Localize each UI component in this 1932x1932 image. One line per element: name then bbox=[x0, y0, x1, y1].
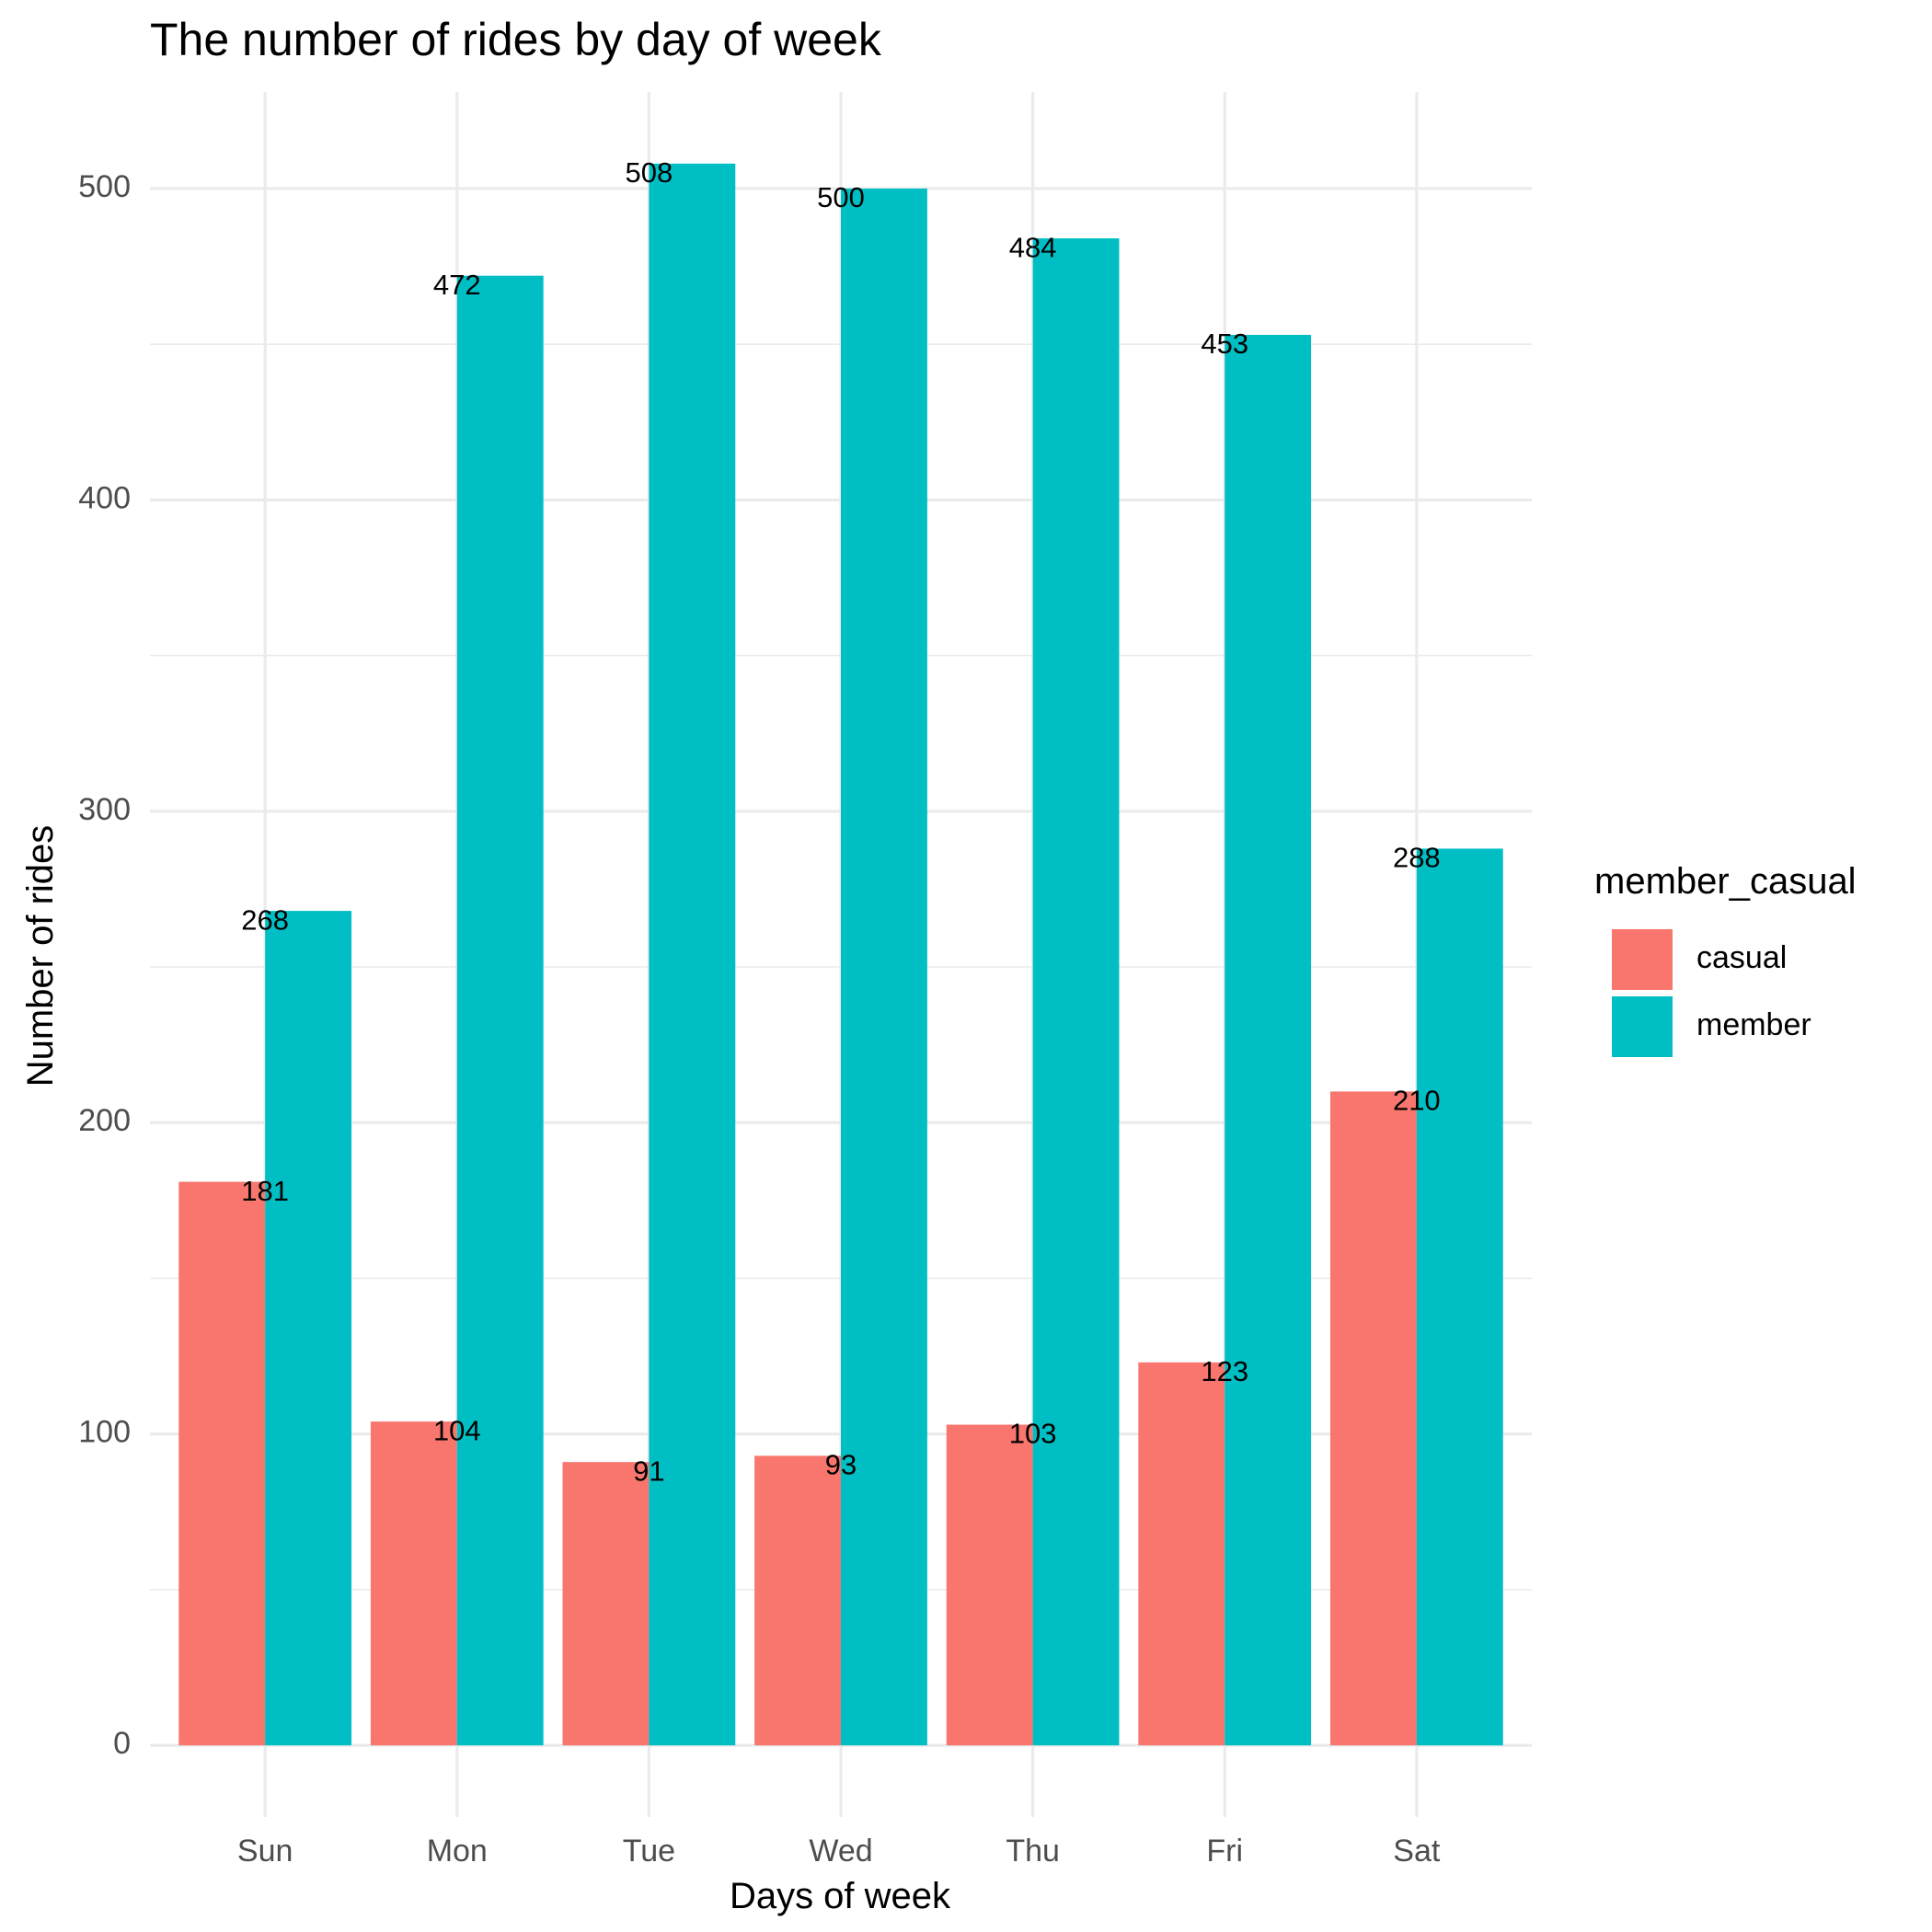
x-tick-label-tue: Tue bbox=[623, 1834, 675, 1869]
x-axis-title: Days of week bbox=[730, 1876, 951, 1916]
data-label-member-fri: 453 bbox=[1201, 328, 1248, 360]
bar-casual-fri bbox=[1138, 1362, 1225, 1746]
legend-title: member_casual bbox=[1594, 861, 1857, 902]
y-tick-label: 300 bbox=[78, 792, 131, 827]
bar-member-mon bbox=[456, 275, 544, 1746]
bar-member-fri bbox=[1225, 334, 1312, 1746]
x-tick-label-sun: Sun bbox=[237, 1834, 293, 1869]
data-label-casual-fri: 123 bbox=[1201, 1355, 1248, 1387]
data-label-casual-sat: 210 bbox=[1393, 1085, 1441, 1117]
x-axis-tick-labels: Sun Mon Tue Wed Thu Fri Sat bbox=[237, 1834, 1441, 1869]
bar-casual-mon bbox=[370, 1421, 457, 1746]
data-label-member-thu: 484 bbox=[1009, 231, 1057, 263]
bar-casual-thu bbox=[946, 1424, 1033, 1746]
data-label-member-tue: 508 bbox=[626, 156, 673, 189]
x-tick-label-mon: Mon bbox=[427, 1834, 488, 1869]
legend-items: casual member bbox=[1612, 929, 1811, 1057]
bar-casual-wed bbox=[754, 1455, 841, 1746]
x-tick-label-thu: Thu bbox=[1006, 1834, 1060, 1869]
data-label-casual-sun: 181 bbox=[241, 1175, 289, 1207]
bar-casual-sat bbox=[1329, 1091, 1417, 1746]
data-label-member-sat: 288 bbox=[1393, 842, 1441, 874]
legend-label-member: member bbox=[1696, 1007, 1811, 1042]
y-tick-label: 400 bbox=[78, 480, 131, 515]
legend-key-casual bbox=[1612, 929, 1673, 990]
bars bbox=[178, 163, 1503, 1746]
bar-member-sat bbox=[1416, 848, 1503, 1746]
bar-casual-sun bbox=[178, 1181, 266, 1746]
bar-member-sun bbox=[265, 911, 352, 1746]
data-label-member-sun: 268 bbox=[241, 903, 289, 936]
x-tick-label-wed: Wed bbox=[809, 1834, 872, 1869]
bar-member-thu bbox=[1032, 238, 1120, 1746]
y-tick-label: 100 bbox=[78, 1415, 131, 1450]
bar-member-wed bbox=[841, 188, 927, 1746]
data-label-casual-mon: 104 bbox=[433, 1414, 481, 1446]
data-labels: 181 104 91 93 103 123 210 268 472 508 500 484 453 288 bbox=[241, 156, 1440, 1487]
x-tick-label-sat: Sat bbox=[1393, 1834, 1441, 1869]
data-label-casual-wed: 93 bbox=[825, 1449, 857, 1481]
y-axis-tick-labels: 0 100 200 300 400 500 bbox=[78, 169, 131, 1761]
y-tick-label: 500 bbox=[78, 169, 131, 204]
bar-casual-tue bbox=[562, 1462, 650, 1746]
data-label-member-mon: 472 bbox=[433, 269, 481, 301]
y-tick-label: 200 bbox=[78, 1103, 131, 1138]
y-axis-title: Number of rides bbox=[20, 825, 61, 1087]
legend-key-member bbox=[1612, 996, 1673, 1057]
data-label-member-wed: 500 bbox=[817, 181, 865, 213]
legend: member_casual casual member bbox=[1594, 861, 1857, 1057]
chart-title: The number of rides by day of week bbox=[150, 14, 882, 65]
y-tick-label: 0 bbox=[113, 1726, 131, 1761]
data-label-casual-thu: 103 bbox=[1009, 1418, 1057, 1450]
bar-member-tue bbox=[649, 163, 736, 1746]
legend-label-casual: casual bbox=[1696, 940, 1787, 975]
data-label-casual-tue: 91 bbox=[633, 1455, 664, 1487]
x-tick-label-fri: Fri bbox=[1206, 1834, 1243, 1869]
